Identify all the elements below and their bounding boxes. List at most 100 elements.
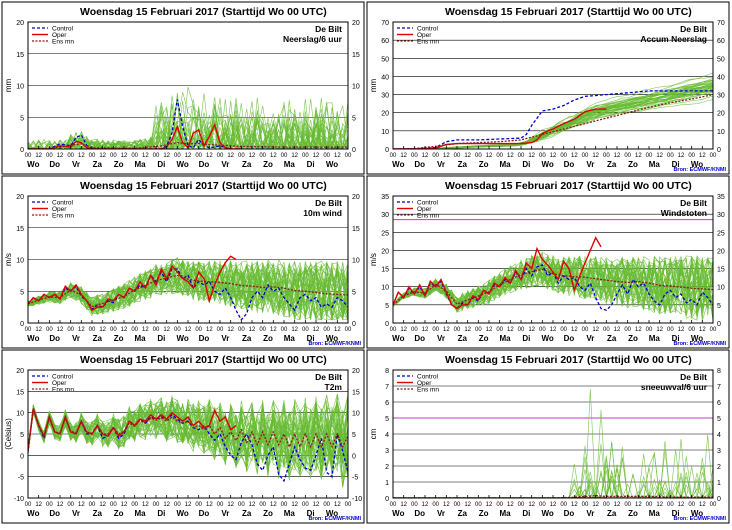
x-hour-label: 12 [486, 153, 493, 159]
ensemble-member-line [28, 262, 348, 320]
ens-mean-line [28, 141, 348, 149]
panel-header: Woensdag 15 Februari 2017 [445, 6, 584, 18]
ens-mean-line [393, 93, 713, 149]
x-hour-label: 00 [238, 327, 245, 333]
y-axis-label: cm [369, 428, 378, 439]
y-tick-label-left: 20 [16, 368, 24, 375]
x-hour-label: 12 [443, 502, 450, 508]
x-hour-label: 00 [710, 502, 717, 508]
x-day-label: Ma [649, 509, 661, 518]
main-series [393, 494, 713, 498]
x-day-label: Di [307, 160, 315, 169]
x-hour-label: 12 [78, 153, 85, 159]
source-label: Bron: ECMWF/KNMI [673, 516, 726, 522]
x-day-label: Do [49, 509, 60, 518]
x-hour-label: 00 [174, 327, 181, 333]
x-hour-label: 00 [25, 327, 32, 333]
legend-label: Ens mn [52, 39, 74, 46]
x-hour-label: 00 [496, 153, 503, 159]
x-hour-label: 12 [291, 153, 298, 159]
ensemble-member-line [28, 98, 348, 149]
x-hour-label: 12 [185, 153, 192, 159]
x-hour-label: 12 [185, 502, 192, 508]
x-hour-label: 00 [281, 153, 288, 159]
x-hour-label: 12 [507, 153, 514, 159]
x-hour-label: 00 [89, 153, 96, 159]
x-hour-label: 12 [206, 502, 213, 508]
x-hour-label: 00 [390, 502, 397, 508]
panel-border [1, 175, 365, 349]
y-tick-label-left: 25 [381, 230, 389, 237]
x-day-label: Ma [284, 160, 296, 169]
y-tick-label-right: 10 [352, 258, 360, 265]
x-hour-label: 00 [646, 153, 653, 159]
x-hour-label: 12 [270, 153, 277, 159]
variable-label: T2m [325, 382, 343, 392]
variable-label: Neerslag/6 uur [283, 34, 343, 44]
x-hour-label: 12 [699, 327, 706, 333]
x-hour-label: 12 [227, 153, 234, 159]
panel-border [366, 175, 730, 349]
x-hour-label: 12 [99, 502, 106, 508]
x-hour-label: 12 [422, 502, 429, 508]
y-tick-label-left: 20 [16, 20, 24, 27]
x-hour-label: 12 [635, 327, 642, 333]
y-tick-label-left: -10 [14, 496, 24, 503]
control-line [393, 90, 713, 149]
x-hour-label: 00 [560, 502, 567, 508]
x-hour-label: 00 [302, 327, 309, 333]
x-day-label: Di [522, 160, 530, 169]
x-hour-label: 00 [603, 153, 610, 159]
x-hour-label: 00 [238, 153, 245, 159]
oper-line [393, 108, 607, 149]
x-hour-label: 12 [206, 327, 213, 333]
ens-mean-line [393, 494, 713, 498]
x-hour-label: 00 [89, 327, 96, 333]
y-tick-label-right: 6 [717, 400, 721, 407]
x-hour-label: 12 [614, 327, 621, 333]
x-hour-label: 00 [411, 502, 418, 508]
x-hour-label: 12 [57, 153, 64, 159]
station-label: De Bilt [315, 372, 342, 382]
x-hour-label: 12 [35, 327, 42, 333]
x-hour-label: 00 [560, 327, 567, 333]
x-hour-label: 12 [249, 153, 256, 159]
x-hour-label: 00 [46, 502, 53, 508]
x-hour-label: 12 [678, 502, 685, 508]
x-hour-label: 12 [486, 327, 493, 333]
x-day-label: Za [458, 334, 468, 343]
x-hour-label: 00 [345, 327, 352, 333]
x-hour-label: 00 [323, 327, 330, 333]
legend-label: Oper [417, 380, 432, 387]
y-tick-label-right: -10 [352, 496, 362, 503]
ensemble-members [393, 389, 713, 498]
panel-border [366, 1, 730, 175]
y-tick-label-left: 7 [385, 384, 389, 391]
x-hour-label: 00 [582, 327, 589, 333]
y-tick-label-left: 0 [385, 147, 389, 154]
x-hour-label: 12 [78, 502, 85, 508]
x-hour-label: 12 [163, 327, 170, 333]
x-hour-label: 12 [334, 327, 341, 333]
x-hour-label: 12 [270, 502, 277, 508]
legend-label: Control [52, 200, 74, 207]
y-tick-label-left: 35 [381, 194, 389, 201]
x-hour-label: 12 [99, 153, 106, 159]
y-tick-label-left: 10 [16, 411, 24, 418]
x-day-label: Wo [691, 334, 703, 343]
x-hour-label: 00 [153, 327, 160, 333]
x-day-label: Do [564, 160, 575, 169]
x-hour-label: 00 [475, 502, 482, 508]
x-day-label: Do [199, 160, 210, 169]
x-hour-label: 12 [57, 502, 64, 508]
ensemble-member-line [393, 389, 713, 498]
x-day-label: Wo [542, 334, 554, 343]
x-hour-label: 00 [131, 502, 138, 508]
x-hour-label: 00 [323, 502, 330, 508]
x-day-label: Zo [628, 160, 638, 169]
y-tick-label-right: 5 [717, 416, 721, 423]
panel-start-time: (Starttijd Wo 00 UTC) [587, 6, 692, 18]
